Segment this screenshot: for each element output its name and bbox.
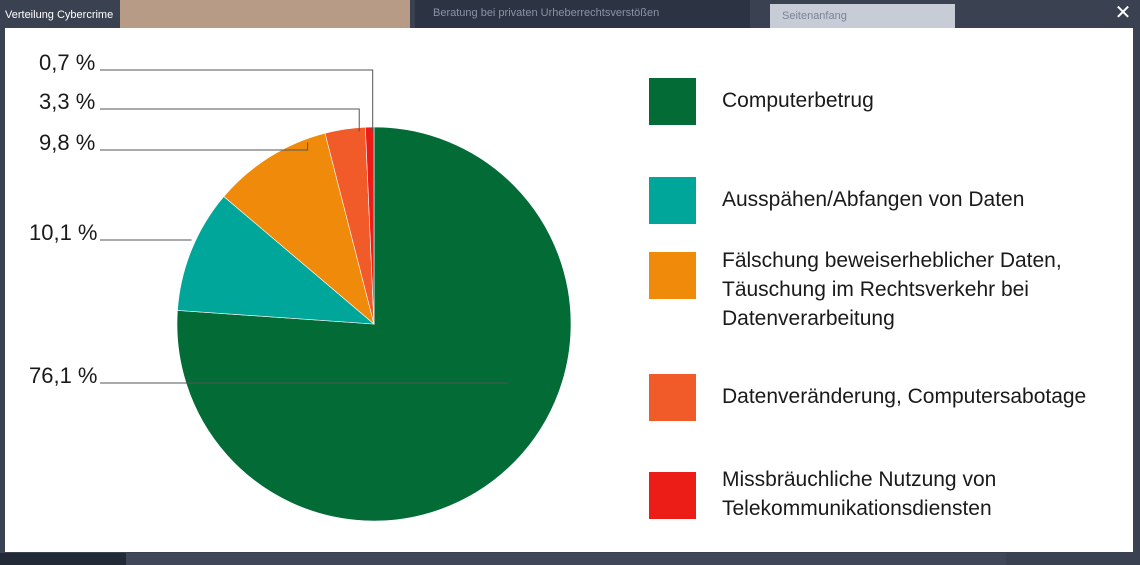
legend-label: Datenveränderung, Computersabotage: [722, 385, 1087, 408]
leader-line: [100, 142, 309, 151]
legend-swatch: [649, 374, 696, 421]
pie-slice: [176, 126, 572, 522]
legend-label: Missbräuchliche Nutzung von Telekommunik…: [722, 468, 997, 520]
legend-label: Computerbetrug: [722, 89, 874, 112]
background-nav-text: Beratung bei privaten Urheberrechtsverst…: [433, 7, 660, 19]
pie-chart: [100, 69, 572, 522]
legend-swatch: [649, 177, 696, 224]
leader-line: [100, 69, 374, 132]
close-icon[interactable]: ✕: [1114, 2, 1132, 24]
chart-panel: 76,1 % 10,1 % 9,8 % 3,3 % 0,7 % Computerbetr…: [5, 28, 1133, 552]
background-search-text: Seitenanfang: [782, 10, 847, 22]
value-label: 9,8 %: [39, 130, 96, 155]
legend-label: Ausspähen/Abfangen von Daten: [722, 188, 1025, 211]
pie-slice: [223, 132, 375, 325]
background-search: Seitenanfang: [770, 4, 955, 28]
leader-line: [100, 108, 360, 132]
lightbox-title: Verteilung Cybercrime: [5, 9, 114, 21]
background-nav: Beratung bei privaten Urheberrechtsverst…: [415, 0, 750, 28]
value-label: 0,7 %: [39, 50, 96, 75]
legend-label: Fälschung beweiserheblicher Daten, Täusc…: [722, 249, 1062, 330]
value-label: 76,1 %: [29, 363, 98, 388]
background-image: [120, 0, 410, 28]
background-footer-left: [0, 553, 126, 565]
legend-swatch: [649, 472, 696, 519]
legend-swatch: [649, 78, 696, 125]
value-label: 3,3 %: [39, 89, 96, 114]
pie-slice: [365, 126, 375, 325]
pie-slice: [177, 196, 375, 325]
value-label: 10,1 %: [29, 220, 98, 245]
legend-swatch: [649, 252, 696, 299]
background-footer: [126, 553, 1006, 565]
